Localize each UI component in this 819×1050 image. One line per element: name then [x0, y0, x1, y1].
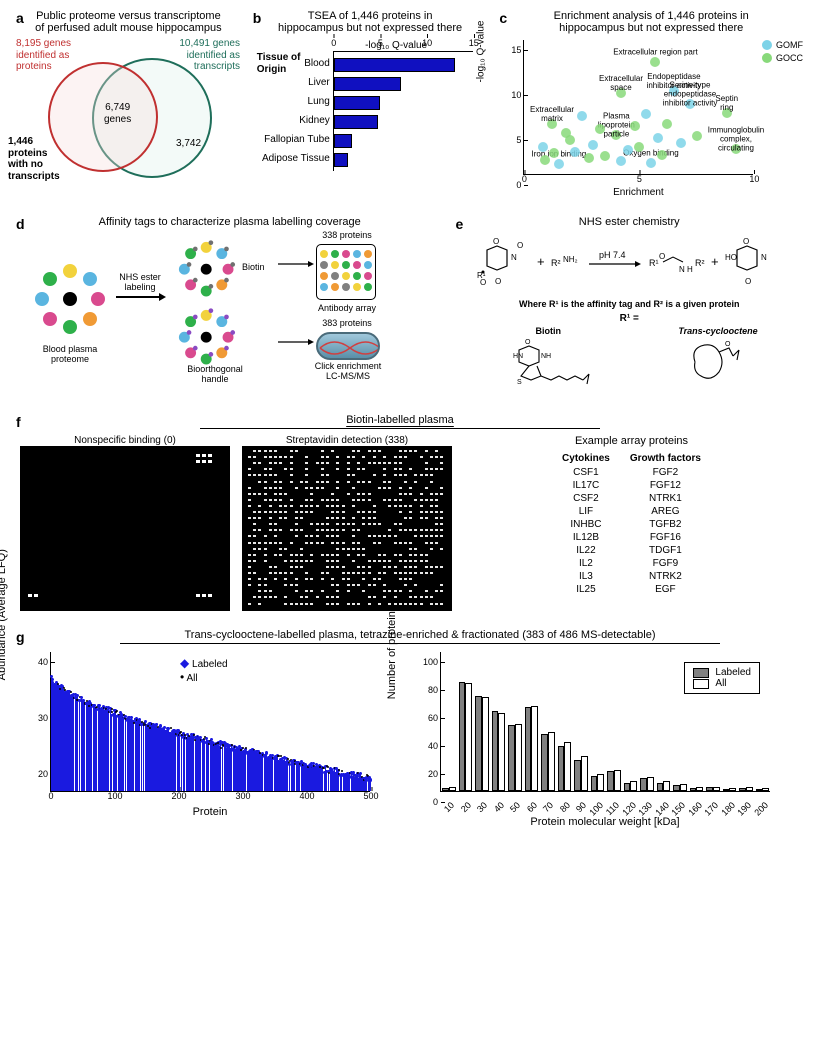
streptavidin-array-image [242, 446, 452, 611]
panel-a-title: Public proteome versus transcriptome of … [20, 10, 237, 34]
panel-label-d: d [16, 216, 25, 232]
panel-b-yaxis-label: Tissue of Origin [257, 40, 309, 75]
venn-left-label: 8,195 genes identified as proteins [16, 38, 71, 73]
biotin-struct-label: Biotin [501, 326, 596, 336]
panel-label-f: f [16, 414, 21, 430]
protein-table: CytokinesGrowth factors CSF1FGF2IL17CFGF… [552, 451, 711, 596]
venn-diagram: 8,195 genes identified as proteins 10,49… [20, 40, 230, 190]
svg-text:HO: HO [725, 253, 737, 262]
panel-c-yaxis-label: -log₁₀ Q-value [476, 20, 487, 82]
svg-text:+: + [711, 254, 719, 269]
nhs-arrow [116, 296, 164, 298]
svg-text:O: O [517, 241, 523, 250]
click-count: 383 proteins [312, 318, 382, 328]
panel-c-xaxis-label: Enrichment [523, 187, 753, 198]
tco-structure: O [681, 336, 756, 391]
bioorthogonal-label: Bioorthogonal handle [180, 364, 250, 385]
svg-text:S: S [517, 379, 522, 386]
nonspecific-array-image [20, 446, 230, 611]
svg-text:O: O [743, 237, 749, 246]
nonspecific-caption: Nonspecific binding (0) [20, 435, 230, 446]
panel-e-title: NHS ester chemistry [459, 216, 799, 228]
panel-a: a Public proteome versus transcriptome o… [20, 10, 237, 198]
panel-d: d Affinity tags to characterize plasma l… [20, 216, 439, 396]
panel-g-title: Trans-cyclooctene-labelled plasma, tetra… [120, 629, 720, 644]
panel-label-e: e [455, 216, 463, 232]
svg-text:O: O [659, 252, 665, 261]
svg-text:R²: R² [551, 258, 561, 268]
svg-text:N: N [761, 253, 767, 262]
svg-text:O: O [493, 237, 499, 246]
svg-text:H: H [687, 265, 693, 274]
svg-text:+: + [537, 254, 545, 269]
svg-text:O: O [745, 277, 751, 286]
svg-text:O: O [495, 277, 501, 286]
bioorthogonal-cluster [175, 306, 237, 368]
panel-g: g Trans-cyclooctene-labelled plasma, tet… [20, 629, 799, 828]
svg-text:O: O [480, 278, 486, 287]
biotin-structure: O HN NH S [501, 336, 596, 391]
panel-f-heading: Biotin-labelled plasma [200, 414, 600, 429]
click-capsule [316, 332, 380, 360]
biotin-label: Biotin [242, 262, 265, 272]
venn-right-label: 10,491 genes identified as transcripts [179, 38, 240, 73]
panel-g-right-xaxis-label: Protein molecular weight [kDa] [440, 816, 770, 828]
svg-text:R¹: R¹ [649, 258, 659, 268]
panel-b-chart: 051015BloodLiverLungKidneyFallopian Tube… [333, 51, 473, 171]
panel-c-chart: 0510051015Extracellular region partExtra… [523, 40, 753, 175]
panel-c-title: Enrichment analysis of 1,446 proteins in… [503, 10, 799, 34]
antibody-array-count: 338 proteins [312, 230, 382, 240]
svg-text:HN: HN [513, 353, 523, 360]
panel-b: b TSEA of 1,446 proteins in hippocampus … [257, 10, 484, 198]
panel-label-g: g [16, 629, 25, 645]
panel-label-b: b [253, 10, 262, 26]
plasma-proteome-cluster [30, 259, 110, 339]
panel-c-legend: GOMFGOCC [762, 40, 803, 63]
panel-g-left-yaxis-label: Abundance (Average LFQ) [0, 549, 8, 680]
antibody-array-label: Antibody array [312, 303, 382, 313]
venn-right-only-label: 3,742 [176, 138, 201, 150]
svg-text:R²: R² [695, 258, 705, 268]
svg-text:O: O [525, 339, 531, 346]
reaction-footnote: Where R¹ is the affinity tag and R² is a… [459, 299, 799, 309]
svg-text:N: N [679, 265, 685, 274]
svg-text:N: N [511, 253, 517, 262]
panel-g-left-xaxis-label: Protein [50, 806, 370, 818]
panel-b-title: TSEA of 1,446 proteins in hippocampus bu… [257, 10, 484, 34]
venn-proteins-circle [48, 62, 158, 172]
panel-g-right-legend: LabeledAll [684, 662, 760, 694]
panel-f: f Biotin-labelled plasma Nonspecific bin… [20, 414, 799, 611]
biotin-cluster [175, 238, 237, 300]
panel-label-a: a [16, 10, 24, 26]
antibody-array [316, 244, 376, 300]
protein-table-heading: Example array proteins [464, 435, 799, 447]
svg-text:NH₂: NH₂ [563, 255, 578, 264]
panel-e: e NHS ester chemistry R¹ O O N O O + R²N… [459, 216, 799, 396]
nhs-arrow-label: NHS ester labeling [112, 272, 168, 292]
click-label: Click enrichment LC-MS/MS [306, 361, 390, 382]
svg-text:O: O [725, 341, 731, 348]
svg-text:pH 7.4: pH 7.4 [599, 250, 626, 260]
venn-overlap-label: 6,749 genes [104, 102, 131, 125]
streptavidin-caption: Streptavidin detection (338) [242, 435, 452, 446]
svg-text:NH: NH [541, 353, 551, 360]
panel-g-right-yaxis-label: Number of proteins [386, 606, 398, 700]
panel-d-title: Affinity tags to characterize plasma lab… [20, 216, 439, 228]
plasma-label: Blood plasma proteome [26, 344, 114, 365]
panel-label-c: c [499, 10, 507, 26]
nhs-reaction-scheme: R¹ O O N O O + R²NH₂ pH 7.4 R¹O NH R² + … [459, 234, 789, 294]
r1-label: R¹ = [459, 313, 799, 324]
tco-struct-label: Trans-cyclooctene [678, 326, 757, 336]
panel-c: c Enrichment analysis of 1,446 proteins … [503, 10, 799, 198]
panel-g-left-legend: ◆ Labeled• All [180, 656, 228, 684]
venn-left-only-label: 1,446 proteins with no transcripts [8, 136, 60, 182]
